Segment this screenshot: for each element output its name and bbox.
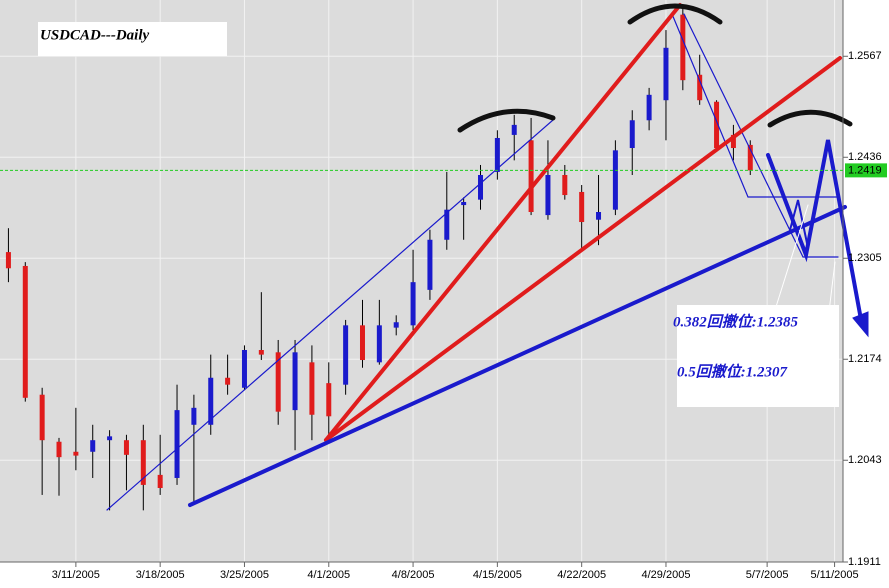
candle-body — [629, 120, 635, 149]
annotation-box — [677, 305, 839, 407]
candle-body — [90, 440, 96, 452]
x-tick-label: 3/18/2005 — [136, 569, 185, 581]
candle-body — [714, 101, 720, 149]
title-box — [38, 22, 227, 56]
candle-body — [39, 394, 45, 441]
trend-line — [671, 13, 839, 198]
top-arc — [457, 108, 556, 133]
candle-body — [612, 150, 618, 210]
projection-line — [766, 139, 864, 327]
trend-lines — [106, 3, 869, 511]
candle-body — [191, 407, 197, 425]
candle-body — [511, 124, 517, 135]
candle-body — [494, 137, 500, 172]
candle-body — [562, 174, 568, 196]
candle-body — [56, 441, 62, 458]
candle-body — [747, 144, 753, 171]
x-tick-label: 3/25/2005 — [220, 569, 269, 581]
candle-body — [545, 174, 551, 216]
candle-body — [478, 174, 484, 200]
candle-body — [140, 440, 146, 485]
trend-line — [324, 3, 682, 442]
x-tick-label: 3/11/2005 — [52, 569, 100, 581]
candle-body — [309, 362, 315, 415]
candle-body — [646, 94, 652, 121]
candle-body — [275, 352, 281, 412]
candle-body — [225, 377, 231, 385]
y-tick-label: 1.2174 — [848, 353, 882, 365]
x-tick-label: 5/11/2005 — [811, 569, 859, 581]
candle-body — [697, 74, 703, 101]
candle-body — [444, 209, 450, 240]
candle-body — [343, 325, 349, 385]
candle-body — [663, 47, 669, 101]
candle-body — [393, 322, 399, 328]
candle-body — [596, 212, 602, 220]
top-arc — [767, 109, 853, 128]
last-price-label: 1.2419 — [848, 164, 882, 176]
pointer-line — [774, 204, 809, 311]
arrow-head — [852, 311, 869, 338]
y-tick-label: 1.2567 — [848, 50, 882, 62]
candle-body — [174, 410, 180, 478]
candle-body — [73, 451, 79, 456]
candle-body — [730, 134, 736, 149]
trend-line — [106, 119, 554, 511]
annotation: 0.5回撤位:1.2307 — [677, 362, 787, 380]
x-tick-label: 4/8/2005 — [392, 569, 435, 581]
y-tick-label: 1.2305 — [848, 252, 882, 264]
candle-body — [22, 265, 28, 398]
candle-body — [258, 349, 264, 355]
candle-body — [461, 201, 467, 206]
y-tick-label: 1.2043 — [848, 454, 882, 466]
last-price-box — [845, 163, 887, 178]
candle-body — [123, 440, 129, 455]
candle-body — [292, 352, 298, 411]
trend-line — [683, 13, 839, 258]
candle-body — [107, 436, 113, 441]
x-tick-label: 4/22/2005 — [557, 569, 606, 581]
x-tick-label: 4/1/2005 — [307, 569, 350, 581]
candle-body — [376, 325, 382, 363]
x-tick-label: 4/15/2005 — [473, 569, 522, 581]
candle-body — [359, 325, 365, 361]
candles — [5, 5, 753, 511]
y-tick-label: 1.1911 — [848, 556, 881, 568]
plot-area — [0, 0, 843, 562]
top-arc — [627, 3, 723, 25]
candle-body — [5, 252, 11, 269]
annotation: 0.382回撤位:1.2385 — [673, 312, 798, 330]
candle-body — [208, 377, 214, 425]
trend-line — [188, 205, 847, 507]
chart-title: USDCAD---Daily — [40, 27, 150, 43]
candle-body — [157, 474, 163, 488]
candle-body — [326, 383, 332, 417]
candle-body — [427, 239, 433, 290]
candle-body — [528, 140, 534, 213]
candle-body — [410, 282, 416, 326]
y-tick-label: 1.2436 — [848, 151, 882, 163]
candle-body — [241, 349, 247, 388]
x-tick-label: 5/7/2005 — [746, 569, 789, 581]
projection-line — [789, 199, 809, 249]
x-tick-label: 4/29/2005 — [642, 569, 691, 581]
candle-body — [579, 191, 585, 223]
candle-body — [680, 14, 686, 81]
trend-line — [324, 56, 842, 442]
